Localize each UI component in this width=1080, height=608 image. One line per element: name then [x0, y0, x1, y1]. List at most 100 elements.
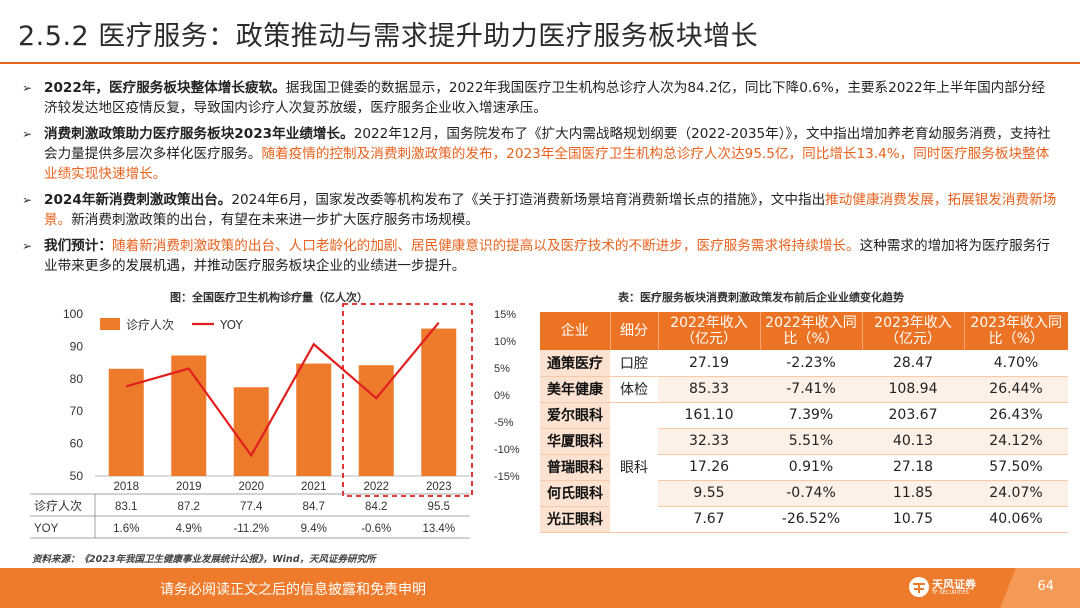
data-label: 83.1 — [115, 501, 137, 513]
footer-bar: 请务必阅读正文之后的信息披露和免责申明 天风证券 TF SECURITIES 6… — [0, 568, 1080, 608]
bullet-lead: 消费刺激政策助力医疗服务板块2023年业绩增长。 — [44, 126, 354, 142]
bar — [171, 355, 207, 476]
revenue-table: 企业 细分 2022年收入（亿元） 2022年收入同比（%） 2023年收入（亿… — [540, 312, 1068, 533]
bullet-item: ➢ 我们预计：随着新消费刺激政策的出台、人口老龄化的加剧、居民健康意识的提高以及… — [22, 236, 1058, 276]
x-tick-label: 2023 — [426, 481, 452, 493]
col-header: 企业 — [540, 312, 611, 350]
bullet-lead: 我们预计： — [44, 238, 112, 254]
bullet-lead: 2024年新消费刺激政策出台。 — [44, 192, 232, 208]
rev23-cell: 40.13 — [862, 428, 964, 455]
company-cell: 通策医疗 — [540, 350, 610, 377]
segment-cell: 体检 — [610, 376, 658, 403]
rev22-cell: 161.10 — [658, 402, 760, 429]
data-label: -11.2% — [233, 523, 269, 535]
page-title: 2.5.2 医疗服务：政策推动与需求提升助力医疗服务板块增长 — [18, 21, 759, 52]
chart-source: 资料来源：《2023年我国卫生健康事业发展统计公报》，Wind，天风证券研究所 — [32, 554, 376, 565]
y-right-tick-label: -15% — [494, 471, 520, 483]
data-label: 9.4% — [301, 523, 327, 535]
rev23-cell: 10.75 — [862, 506, 964, 533]
bullet-list: ➢ 2022年，医疗服务板块整体增长疲软。据我国卫健委的数据显示，2022年我国… — [22, 78, 1058, 282]
y-left-tick-label: 80 — [70, 372, 84, 386]
arrow-bullet-icon: ➢ — [22, 81, 33, 95]
highlight-box — [342, 303, 473, 497]
visits-chart: 100 90 80 70 60 50 15% 10% 5% 0% -5% -10% -15% 2018 20… — [30, 303, 520, 539]
col-header: 2023年收入同比（%） — [964, 312, 1068, 350]
y-right-tick-label: 10% — [494, 336, 516, 348]
y-left-tick-label: 90 — [70, 339, 84, 353]
table-row: 何氏眼科 9.55 -0.74% 11.85 24.07% — [540, 480, 1068, 507]
data-label: -0.6% — [361, 523, 391, 535]
data-label: 84.7 — [303, 501, 325, 513]
data-table-row-label: YOY — [34, 523, 59, 535]
x-tick-label: 2021 — [301, 481, 327, 493]
x-tick-label: 2018 — [113, 481, 139, 493]
bullet-text: 据我国卫健委的数据显示，2022年我国医疗卫生机构总诊疗人次为84.2亿，同比下… — [44, 80, 1046, 116]
yoy23-cell: 24.12% — [964, 428, 1068, 455]
data-label: 95.5 — [428, 501, 450, 513]
bar — [421, 328, 457, 476]
legend-bar-label: 诊疗人次 — [126, 318, 174, 332]
rev22-cell: 27.19 — [658, 350, 760, 377]
x-tick-label: 2022 — [363, 481, 389, 493]
yoy22-cell: -0.74% — [760, 480, 862, 507]
bullet-text: 2024年6月，国家发改委等机构发布了《关于打造消费新场景培育消费新增长点的措施… — [231, 192, 826, 208]
table-row: 美年健康 体检 85.33 -7.41% 108.94 26.44% — [540, 376, 1068, 403]
table-row: 华厦眼科 32.33 5.51% 40.13 24.12% — [540, 428, 1068, 455]
company-cell: 普瑞眼科 — [540, 454, 610, 481]
table-row: 通策医疗 口腔 27.19 -2.23% 28.47 4.70% — [540, 350, 1068, 377]
rev22-cell: 9.55 — [658, 480, 760, 507]
company-cell: 华厦眼科 — [540, 428, 610, 455]
segment-cell-merged: 眼科 — [610, 402, 658, 533]
segment-cell: 口腔 — [610, 350, 658, 377]
table-header-row: 企业 细分 2022年收入（亿元） 2022年收入同比（%） 2023年收入（亿… — [540, 312, 1068, 350]
x-tick-label: 2019 — [176, 481, 202, 493]
y-left-tick-label: 60 — [70, 437, 84, 451]
rev22-cell: 32.33 — [658, 428, 760, 455]
rev23-cell: 28.47 — [862, 350, 964, 377]
col-header: 细分 — [610, 312, 659, 350]
y-left-tick-label: 100 — [63, 307, 83, 321]
y-left-tick-label: 70 — [70, 404, 84, 418]
disclaimer-text: 请务必阅读正文之后的信息披露和免责申明 — [160, 582, 426, 598]
yoy22-cell: 7.39% — [760, 402, 862, 429]
data-label: 4.9% — [176, 523, 202, 535]
brand-subname: TF SECURITIES — [932, 590, 969, 596]
data-table-row-label: 诊疗人次 — [34, 499, 82, 513]
bullet-text-2: 这种需求的增加将为医疗服务行业带来更多的发展机遇，并推动医疗服务板块企业的业绩进… — [44, 238, 1050, 274]
col-header: 2023年收入（亿元） — [862, 312, 965, 350]
company-cell: 美年健康 — [540, 376, 610, 403]
legend-bar-swatch — [100, 318, 120, 330]
yoy23-cell: 57.50% — [964, 454, 1068, 481]
bullet-highlight: 随着新消费刺激政策的出台、人口老龄化的加剧、居民健康意识的提高以及医疗技术的不断… — [111, 238, 860, 254]
brand-logo-icon — [909, 577, 929, 597]
col-header: 2022年收入（亿元） — [658, 312, 761, 350]
data-label: 13.4% — [422, 523, 455, 535]
arrow-bullet-icon: ➢ — [22, 193, 33, 207]
data-label: 87.2 — [178, 501, 200, 513]
rev22-cell: 85.33 — [658, 376, 760, 403]
bar — [296, 363, 332, 476]
yoy23-cell: 40.06% — [964, 506, 1068, 533]
yoy22-cell: -7.41% — [760, 376, 862, 403]
page-number: 64 — [1037, 579, 1054, 594]
y-right-tick-label: 0% — [494, 390, 510, 402]
bullet-item: ➢ 2022年，医疗服务板块整体增长疲软。据我国卫健委的数据显示，2022年我国… — [22, 78, 1058, 118]
bullet-text: 2022年12月，国务院发布了《扩大内需战略规划纲要（2022-2035年）》，… — [44, 126, 1051, 162]
yoy23-cell: 26.43% — [964, 402, 1068, 429]
col-header: 2022年收入同比（%） — [760, 312, 863, 350]
title-divider — [0, 62, 1080, 64]
bullet-lead: 2022年，医疗服务板块整体增长疲软。 — [44, 80, 286, 96]
yoy23-cell: 26.44% — [964, 376, 1068, 403]
company-cell: 何氏眼科 — [540, 480, 610, 507]
brand-name: 天风证券 — [932, 578, 976, 591]
bar — [108, 368, 144, 476]
table-row: 爱尔眼科 眼科 161.10 7.39% 203.67 26.43% — [540, 402, 1068, 533]
y-left-tick-label: 50 — [70, 469, 84, 483]
table-row: 普瑞眼科 17.26 0.91% 27.18 57.50% — [540, 454, 1068, 481]
bullet-text-2: 新消费刺激政策的出台，有望在未来进一步扩大医疗服务市场规模。 — [71, 212, 479, 228]
arrow-bullet-icon: ➢ — [22, 127, 33, 141]
chart-title: 图：全国医疗卫生机构诊疗量（亿人次） — [170, 291, 368, 304]
brand-logo: 天风证券 TF SECURITIES — [908, 574, 976, 602]
bullet-highlight: 推动健康消费发展，拓展银发消费新场景。 — [44, 192, 1057, 228]
rev22-cell: 17.26 — [658, 454, 760, 481]
